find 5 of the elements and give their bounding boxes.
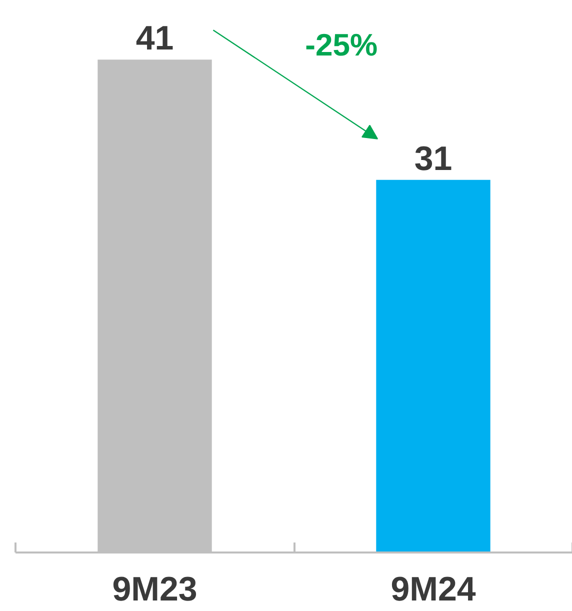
x-tick-label: 9M24 (390, 570, 476, 608)
data-label: 41 (136, 20, 174, 58)
annotation: -25% (305, 27, 378, 62)
x-tick-label: 9M23 (112, 570, 198, 608)
data-label: 31 (414, 140, 452, 178)
